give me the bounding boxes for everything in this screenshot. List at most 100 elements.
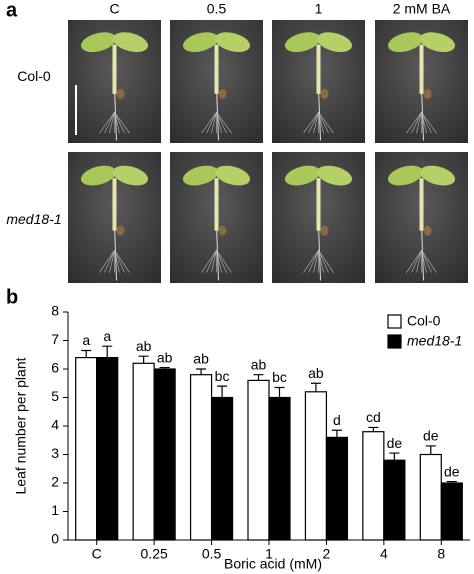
error-bar xyxy=(446,480,457,483)
error-bar xyxy=(138,355,149,364)
bar xyxy=(132,362,155,541)
root-hair xyxy=(201,250,217,273)
root-hair xyxy=(216,250,227,273)
bar xyxy=(419,453,442,541)
root-hair xyxy=(421,250,437,273)
cotyledon xyxy=(112,32,149,53)
seed-coat xyxy=(218,225,227,236)
significance-letter: ab xyxy=(193,351,209,367)
cotyledon xyxy=(387,32,424,53)
root-hair xyxy=(318,112,329,134)
cotyledon xyxy=(112,165,149,186)
root-hair xyxy=(308,250,319,273)
error-bar xyxy=(102,345,113,358)
root-hair xyxy=(216,112,227,134)
root-hair xyxy=(313,112,319,134)
root-hair xyxy=(411,250,422,273)
cotyledon xyxy=(419,32,456,53)
root-hair xyxy=(109,250,115,273)
cotyledon xyxy=(316,165,353,186)
panel-label: a xyxy=(6,0,18,21)
significance-letter: a xyxy=(82,332,90,348)
bar xyxy=(325,436,349,541)
cotyledon xyxy=(284,165,321,186)
bar xyxy=(75,357,98,541)
error-bar xyxy=(217,385,228,398)
error-bar xyxy=(274,386,285,398)
root-hair xyxy=(421,250,427,273)
cotyledon xyxy=(387,165,424,186)
root-hair xyxy=(201,112,217,134)
root-hair xyxy=(104,112,115,134)
seed-coat xyxy=(320,88,329,99)
root-hair xyxy=(421,112,427,134)
significance-letter: de xyxy=(444,463,460,479)
seed-coat xyxy=(116,225,125,236)
cotyledon xyxy=(214,165,251,186)
significance-letter: a xyxy=(103,328,111,344)
significance-letter: cd xyxy=(366,409,381,425)
root-hair xyxy=(114,250,130,273)
error-bar xyxy=(253,374,264,381)
seed-coat xyxy=(423,225,432,236)
y-tick-label: 6 xyxy=(51,360,59,376)
root-hair xyxy=(114,112,125,134)
x-tick-label: 2 xyxy=(323,546,331,562)
error-bar xyxy=(159,366,170,369)
root-hair xyxy=(104,250,115,273)
y-tick-label: 1 xyxy=(51,502,59,518)
seed-coat xyxy=(116,88,125,99)
x-tick-label: 0.25 xyxy=(141,546,168,562)
bar xyxy=(304,391,328,541)
y-tick-label: 8 xyxy=(51,303,59,319)
bar xyxy=(383,459,406,541)
error-bar xyxy=(331,429,342,438)
root-hair xyxy=(318,250,329,273)
significance-letter: de xyxy=(387,435,403,451)
bar xyxy=(153,368,176,541)
bar xyxy=(210,396,234,541)
x-tick-label: 8 xyxy=(437,546,445,562)
root-hair xyxy=(211,112,217,134)
root-hair xyxy=(216,250,222,273)
column-header: 1 xyxy=(315,1,323,17)
root-hair xyxy=(308,112,319,134)
root-hair xyxy=(421,112,432,134)
x-tick-label: 4 xyxy=(380,546,388,562)
legend-label: Col-0 xyxy=(407,313,441,329)
root-hair xyxy=(99,250,115,273)
column-header: 0.5 xyxy=(207,1,227,17)
root-hair xyxy=(216,112,222,134)
seed-coat xyxy=(218,88,227,99)
root-hair xyxy=(216,112,232,134)
row-label: med18-1 xyxy=(6,211,61,227)
root-hair xyxy=(114,112,130,134)
seed-coat xyxy=(423,88,432,99)
cotyledon xyxy=(284,32,321,53)
y-axis-label: Leaf number per plant xyxy=(13,357,29,494)
root-hair xyxy=(99,112,115,134)
y-tick-label: 4 xyxy=(51,417,59,433)
panel-label: b xyxy=(6,286,18,308)
cotyledon xyxy=(419,165,456,186)
root-hair xyxy=(216,250,232,273)
root-hair xyxy=(318,250,334,273)
y-tick-label: 0 xyxy=(51,531,59,547)
root-hair xyxy=(109,112,115,134)
root-hair xyxy=(313,250,319,273)
significance-letter: bc xyxy=(215,368,230,384)
root-hair xyxy=(318,112,334,134)
root-hair xyxy=(416,250,422,273)
significance-letter: ab xyxy=(308,365,324,381)
significance-letter: ab xyxy=(251,356,267,372)
y-tick-label: 7 xyxy=(51,331,59,347)
y-tick-label: 3 xyxy=(51,445,59,461)
y-tick-label: 5 xyxy=(51,388,59,404)
cotyledon xyxy=(182,32,219,53)
root-hair xyxy=(318,112,324,134)
column-header: 2 mM BA xyxy=(393,1,451,17)
bar xyxy=(268,396,291,541)
column-header: C xyxy=(109,1,119,17)
error-bar xyxy=(425,445,436,455)
